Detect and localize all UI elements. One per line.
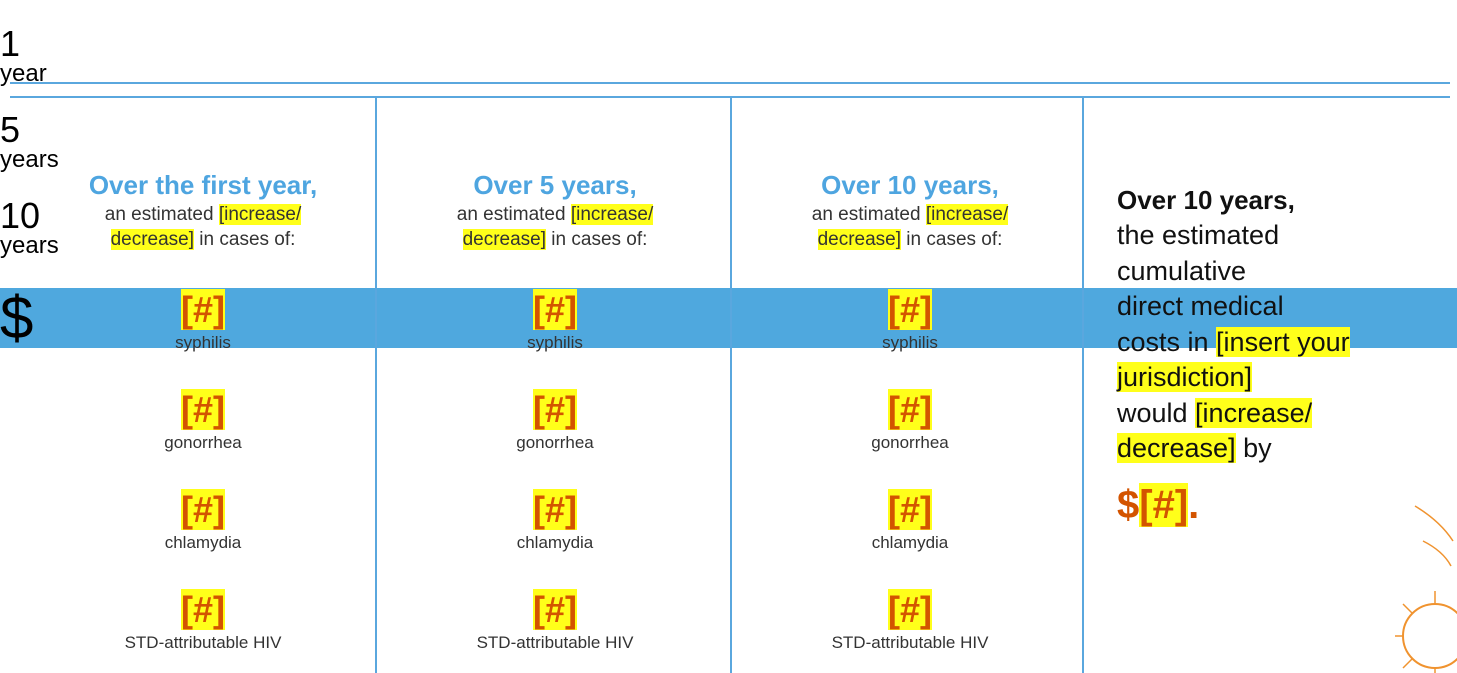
text: cumulative xyxy=(1117,256,1246,286)
divider xyxy=(1082,96,1084,673)
item: [#]gonorrhea xyxy=(385,388,725,454)
text: direct medical xyxy=(1117,291,1284,321)
item: [#]syphilis xyxy=(385,288,725,354)
placeholder: [increase/ xyxy=(571,204,653,225)
text: . xyxy=(1188,483,1199,527)
label: STD-attributable HIV xyxy=(385,632,725,654)
text: $ xyxy=(1117,483,1139,527)
label: gonorrhea xyxy=(740,432,1080,454)
intro-line: decrease] in cases of: xyxy=(33,227,373,252)
placeholder: jurisdiction] xyxy=(1117,362,1252,392)
value: [#] xyxy=(181,389,225,430)
heading: Over 10 years, xyxy=(1117,182,1452,218)
value: [#] xyxy=(888,389,932,430)
text-line: jurisdiction] xyxy=(1117,360,1452,396)
text-line: would [increase/ xyxy=(1117,396,1452,432)
value: [#] xyxy=(181,589,225,630)
intro-line: decrease] in cases of: xyxy=(385,227,725,252)
cost-column: Over 10 years,the estimated cumulative dir… xyxy=(1117,182,1452,535)
placeholder: [increase/ xyxy=(1195,398,1312,428)
badge-number: 1 xyxy=(0,26,1457,62)
text: costs in xyxy=(1117,327,1216,357)
label: gonorrhea xyxy=(33,432,373,454)
label: syphilis xyxy=(33,332,373,354)
text-line: decrease] by xyxy=(1117,431,1452,467)
text: by xyxy=(1236,433,1272,463)
column: Over 10 years,an estimated [increase/dec… xyxy=(740,168,1080,252)
value: [#] xyxy=(533,289,577,330)
text: in cases of: xyxy=(901,229,1002,250)
intro-line: decrease] in cases of: xyxy=(740,227,1080,252)
text-line: direct medical xyxy=(1117,289,1452,325)
placeholder: decrease] xyxy=(1117,433,1236,463)
rule xyxy=(10,82,1450,84)
label: chlamydia xyxy=(740,532,1080,554)
label: chlamydia xyxy=(385,532,725,554)
value: [#] xyxy=(533,489,577,530)
value: [#] xyxy=(181,289,225,330)
placeholder: [increase/ xyxy=(219,204,301,225)
item: [#]syphilis xyxy=(33,288,373,354)
badge-number: 5 xyxy=(0,112,1457,148)
item: [#]chlamydia xyxy=(385,488,725,554)
amount: $[#]. xyxy=(1117,475,1452,535)
intro-line: an estimated [increase/ xyxy=(740,202,1080,227)
text: an estimated xyxy=(105,204,219,225)
text-line: the estimated xyxy=(1117,218,1452,254)
text-line: costs in [insert your xyxy=(1117,325,1452,361)
text: in cases of: xyxy=(546,229,647,250)
text: an estimated xyxy=(457,204,571,225)
intro-line: an estimated [increase/ xyxy=(33,202,373,227)
label: gonorrhea xyxy=(385,432,725,454)
text-line: cumulative xyxy=(1117,254,1452,290)
placeholder: [#] xyxy=(1139,483,1188,527)
divider xyxy=(730,96,732,673)
item: [#]gonorrhea xyxy=(33,388,373,454)
text: an estimated xyxy=(812,204,926,225)
value: [#] xyxy=(888,489,932,530)
heading: Over the first year, xyxy=(33,168,373,202)
label: syphilis xyxy=(740,332,1080,354)
column: Over the first year,an estimated [increa… xyxy=(33,168,373,252)
heading: Over 10 years, xyxy=(740,168,1080,202)
item: [#]STD-attributable HIV xyxy=(385,588,725,654)
label: STD-attributable HIV xyxy=(33,632,373,654)
value: [#] xyxy=(888,289,932,330)
text: the estimated xyxy=(1117,220,1279,250)
placeholder: decrease] xyxy=(111,229,194,250)
value: [#] xyxy=(888,589,932,630)
placeholder: decrease] xyxy=(818,229,901,250)
label: syphilis xyxy=(385,332,725,354)
item: [#]chlamydia xyxy=(740,488,1080,554)
text: in cases of: xyxy=(194,229,295,250)
value: [#] xyxy=(181,489,225,530)
heading: Over 5 years, xyxy=(385,168,725,202)
placeholder: [insert your xyxy=(1216,327,1350,357)
item: [#]STD-attributable HIV xyxy=(33,588,373,654)
value: [#] xyxy=(533,389,577,430)
divider xyxy=(375,96,377,673)
placeholder: decrease] xyxy=(463,229,546,250)
item: [#]STD-attributable HIV xyxy=(740,588,1080,654)
intro-line: an estimated [increase/ xyxy=(385,202,725,227)
item: [#]chlamydia xyxy=(33,488,373,554)
column: Over 5 years,an estimated [increase/decr… xyxy=(385,168,725,252)
item: [#]gonorrhea xyxy=(740,388,1080,454)
text: would xyxy=(1117,398,1195,428)
label: STD-attributable HIV xyxy=(740,632,1080,654)
label: chlamydia xyxy=(33,532,373,554)
placeholder: [increase/ xyxy=(926,204,1008,225)
item: [#]syphilis xyxy=(740,288,1080,354)
value: [#] xyxy=(533,589,577,630)
